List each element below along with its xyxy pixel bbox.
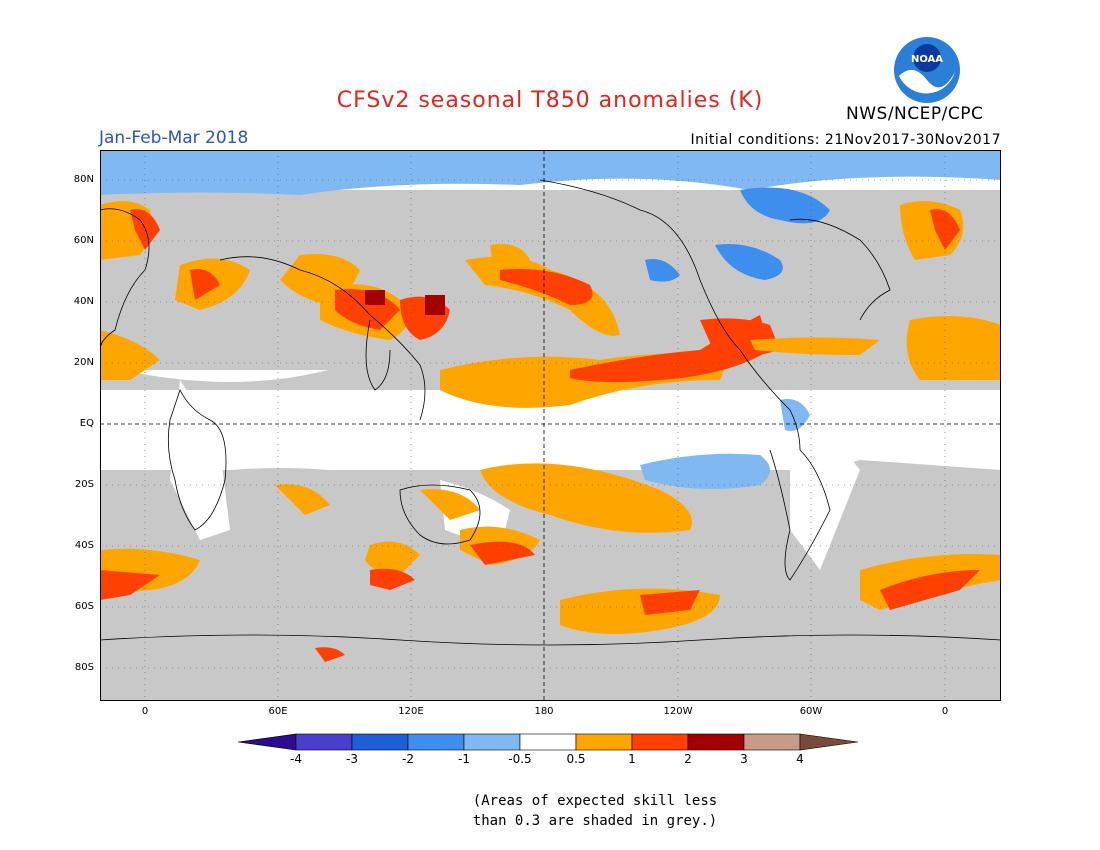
colorbar-bin bbox=[463, 733, 521, 751]
cool-anomalies bbox=[100, 150, 1001, 489]
noaa-logo: NOAA bbox=[894, 37, 960, 103]
lon-label-60w: 60W bbox=[799, 706, 823, 717]
graticule bbox=[100, 150, 1001, 701]
colorbar-label-m05: -0.5 bbox=[508, 752, 532, 766]
warm-anomalies bbox=[100, 201, 1001, 662]
coastlines bbox=[100, 179, 1001, 646]
colorbar-arrow-right bbox=[799, 733, 859, 751]
initial-conditions-label: Initial conditions: 21Nov2017-30Nov2017 bbox=[690, 132, 1001, 148]
lat-label-eq: EQ bbox=[79, 418, 94, 429]
lat-label-80s: 80S bbox=[74, 662, 94, 673]
anomaly-map bbox=[100, 150, 1001, 701]
lat-label-20s: 20S bbox=[74, 479, 94, 490]
svg-text:NOAA: NOAA bbox=[911, 54, 943, 65]
lon-label-0-east: 0 bbox=[941, 706, 949, 717]
colorbar-bin bbox=[295, 733, 353, 751]
lat-label-40s: 40S bbox=[74, 540, 94, 551]
equator-and-dateline bbox=[100, 150, 1001, 701]
colorbar-bin bbox=[743, 733, 801, 751]
colorbar-label-p1: 1 bbox=[628, 752, 636, 766]
colorbar-label-m1: -1 bbox=[458, 752, 470, 766]
colorbar-bin bbox=[519, 733, 577, 751]
lon-label-0: 0 bbox=[141, 706, 149, 717]
skill-note-line-2: than 0.3 are shaded in grey.) bbox=[472, 813, 718, 829]
colorbar-arrow-left bbox=[238, 733, 297, 751]
skill-note-line-1: (Areas of expected skill less bbox=[472, 793, 718, 809]
lon-label-120e: 120E bbox=[398, 706, 424, 717]
colorbar-bin bbox=[687, 733, 745, 751]
lat-label-40n: 40N bbox=[73, 296, 94, 307]
lon-label-120w: 120W bbox=[663, 706, 693, 717]
colorbar-label-p4: 4 bbox=[796, 752, 804, 766]
colorbar-label-p3: 3 bbox=[740, 752, 748, 766]
lat-label-20n: 20N bbox=[73, 357, 94, 368]
colorbar bbox=[238, 733, 859, 751]
colorbar-label-m3: -3 bbox=[346, 752, 358, 766]
colorbar-label-m4: -4 bbox=[290, 752, 302, 766]
colorbar-bin bbox=[407, 733, 465, 751]
lon-label-180: 180 bbox=[534, 706, 554, 717]
colorbar-bin bbox=[351, 733, 409, 751]
colorbar-label-m2: -2 bbox=[402, 752, 414, 766]
season-label: Jan-Feb-Mar 2018 bbox=[99, 128, 249, 148]
lon-label-60e: 60E bbox=[268, 706, 288, 717]
colorbar-bin bbox=[575, 733, 633, 751]
colorbar-label-p2: 2 bbox=[684, 752, 692, 766]
map-title: CFSv2 seasonal T850 anomalies (K) bbox=[336, 88, 764, 113]
colorbar-label-p05: 0.5 bbox=[566, 752, 586, 766]
lat-label-60n: 60N bbox=[73, 235, 94, 246]
colorbar-bin bbox=[631, 733, 689, 751]
lat-label-80n: 80N bbox=[73, 174, 94, 185]
lat-label-60s: 60S bbox=[74, 601, 94, 612]
agency-label: NWS/NCEP/CPC bbox=[846, 104, 984, 124]
